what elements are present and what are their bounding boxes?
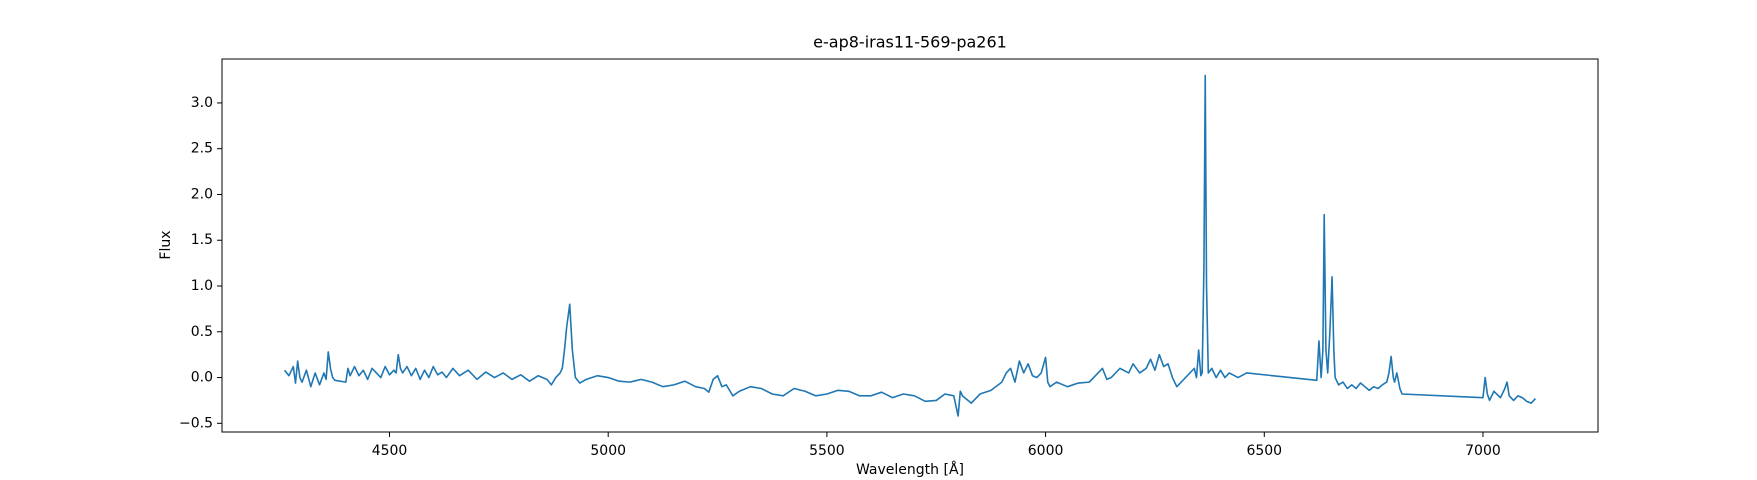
y-tick-label: 0.0 [191, 370, 213, 386]
y-tick-label: 0.5 [191, 324, 213, 340]
x-tick-label: 4500 [372, 443, 408, 459]
y-tick-label: 3.0 [191, 95, 213, 111]
x-tick-label: 6000 [1028, 443, 1064, 459]
y-tick-label: 2.5 [191, 141, 213, 157]
plot-frame [221, 58, 1599, 433]
x-tick-label: 5500 [809, 443, 845, 459]
x-tick-label: 5000 [590, 443, 626, 459]
y-tick-label: −0.5 [179, 415, 213, 431]
x-tick-label: 7000 [1465, 443, 1501, 459]
y-tick-label: 1.0 [191, 278, 213, 294]
y-tick-label: 1.5 [191, 232, 213, 248]
chart-title: e-ap8-iras11-569-pa261 [813, 33, 1007, 52]
spectrum-line [283, 74, 1537, 417]
x-tick-label: 6500 [1246, 443, 1282, 459]
y-axis-label: Flux [158, 230, 174, 259]
y-tick-label: 2.0 [191, 186, 213, 202]
x-axis-label: Wavelength [Å] [856, 461, 964, 478]
